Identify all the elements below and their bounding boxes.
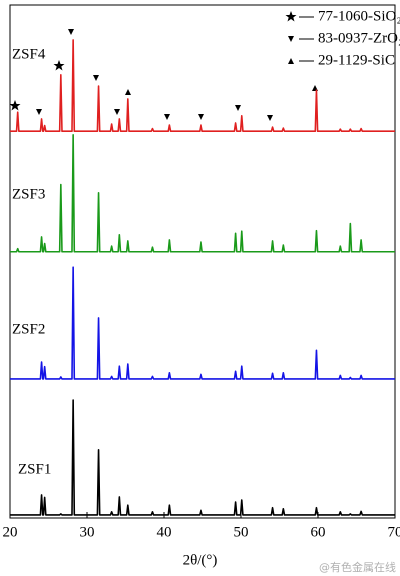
down-marker [164, 114, 170, 120]
up-marker [125, 89, 131, 95]
legend-symbol [285, 11, 297, 22]
x-tick-label: 50 [234, 524, 249, 540]
x-tick-label: 30 [80, 524, 95, 540]
legend-label: 29-1129-SiC [318, 52, 395, 68]
xrd-pattern [10, 399, 395, 516]
series-label: ZSF4 [12, 46, 46, 62]
peak-markers [9, 29, 318, 121]
legend-symbol [288, 58, 294, 64]
x-tick-label: 20 [3, 524, 18, 540]
series-label: ZSF3 [12, 186, 45, 202]
down-marker [267, 115, 273, 121]
plot-frame [9, 4, 396, 519]
down-marker [93, 75, 99, 81]
xrd-pattern [10, 39, 395, 132]
star-marker [53, 60, 65, 71]
legend: 77-1060-SiO₂ 83-0937-ZrO₂ 29-1129-SiC [285, 8, 400, 68]
legend-symbol [288, 36, 294, 42]
star-marker [9, 100, 21, 111]
series-label: ZSF2 [12, 321, 45, 337]
xrd-pattern [10, 266, 395, 380]
down-marker [36, 109, 42, 115]
down-marker [198, 114, 204, 120]
down-marker [235, 105, 241, 111]
watermark: @有色金属在线 [319, 560, 396, 574]
down-marker [68, 29, 74, 35]
xrd-pattern [10, 133, 395, 253]
x-tick-label: 70 [388, 524, 400, 540]
x-tick-label: 40 [157, 524, 172, 540]
x-tick-label: 60 [311, 524, 326, 540]
legend-label: 77-1060-SiO₂ [318, 8, 400, 24]
series-label: ZSF1 [18, 461, 51, 477]
x-axis-label: 2θ/(°) [183, 552, 218, 568]
legend-label: 83-0937-ZrO₂ [318, 30, 400, 46]
down-marker [114, 109, 120, 115]
